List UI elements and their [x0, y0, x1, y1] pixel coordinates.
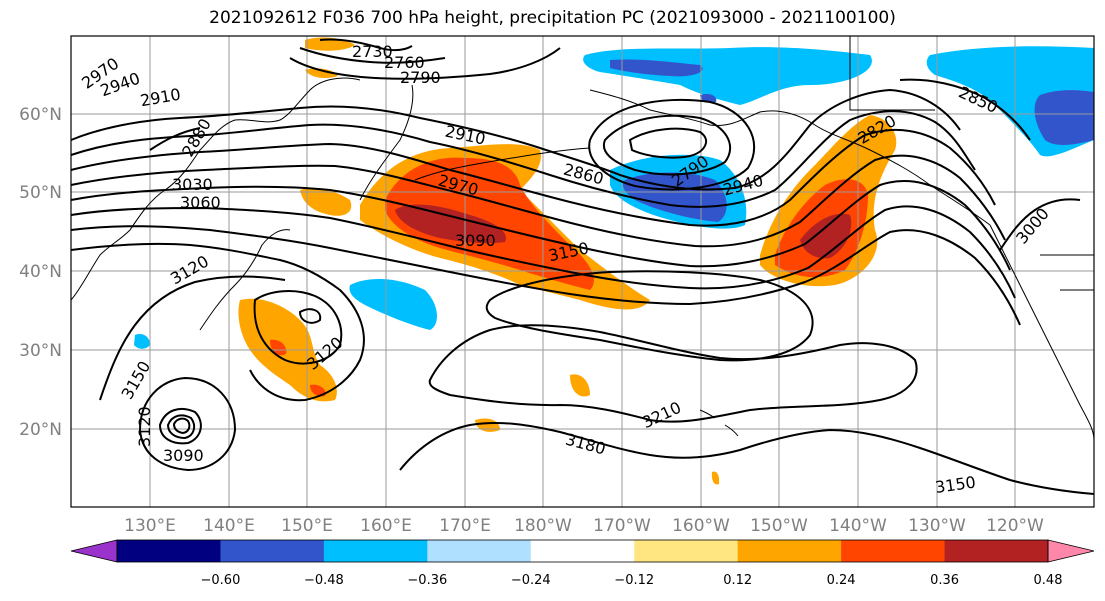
contour-3030-a — [70, 180, 1011, 271]
colorbar-tick-label: −0.60 — [201, 573, 241, 588]
lon-label: 120°W — [986, 516, 1044, 536]
contour-2850 — [899, 78, 1031, 141]
precip-positive-pacific-small — [300, 188, 352, 216]
lon-label: 180°W — [514, 516, 572, 536]
contour-ring1 — [628, 127, 708, 159]
colorbar-segment — [841, 540, 946, 562]
precip-positive-small1 — [570, 374, 590, 397]
contour-2790 — [289, 47, 561, 80]
borders-na — [849, 36, 1094, 291]
coast-japan — [199, 229, 291, 331]
lon-label: 150°E — [281, 516, 333, 536]
contour-label: 2730 — [352, 42, 393, 61]
colorbar-tick-label: −0.48 — [304, 573, 344, 588]
colorbar-tick-label: −0.12 — [614, 573, 654, 588]
contour-2880 — [149, 127, 201, 151]
latitude-labels: 60°N 50°N 40°N 30°N 20°N — [19, 105, 62, 440]
contour-2970-a — [70, 128, 996, 227]
precip-negative-canada-core — [1034, 90, 1094, 145]
contour-label: 3060 — [180, 193, 221, 212]
contour-high-ring — [298, 308, 322, 324]
lat-label: 40°N — [19, 262, 62, 282]
precip-negative-pacific — [349, 278, 437, 330]
colorbar-tick-label: 0.24 — [827, 573, 856, 588]
lat-label: 50°N — [19, 183, 62, 203]
colorbar-segment — [427, 540, 532, 562]
lon-label: 170°W — [593, 516, 651, 536]
contour-label: 2760 — [384, 53, 425, 72]
colorbar-segment — [530, 540, 635, 562]
colorbar-segment — [737, 540, 842, 562]
colorbar-segment — [944, 540, 1049, 562]
contour-3150-a — [99, 275, 286, 401]
lon-label: 160°W — [672, 516, 730, 536]
lon-label: 130°E — [124, 516, 176, 536]
map-frame — [70, 35, 1095, 508]
precip-negative-alaska-core — [610, 59, 703, 77]
colorbar-tick-label: 0.36 — [930, 573, 959, 588]
contour-3180 — [428, 324, 918, 423]
colorbar-segment — [220, 540, 325, 562]
colorbar-tick-label: 0.12 — [723, 573, 752, 588]
contour-label: 3090 — [455, 231, 496, 250]
height-contours — [70, 38, 1095, 495]
lat-label: 60°N — [19, 105, 62, 125]
colorbar: −0.60 −0.48 −0.36 −0.24 −0.12 0.12 0.24 0.36 0.4… — [70, 539, 1095, 588]
contour-3000-east — [999, 198, 1081, 251]
contour-low — [158, 407, 202, 445]
coast-kamchatka — [359, 84, 414, 201]
contour-3210 — [485, 270, 814, 362]
colorbar-segment — [117, 540, 221, 562]
contour-ring2 — [602, 114, 731, 176]
colorbar-tick-label: −0.24 — [511, 573, 551, 588]
lon-label: 140°W — [829, 516, 887, 536]
contour-label: 3030 — [172, 175, 213, 194]
precip-negative-japan — [134, 334, 150, 349]
lon-label: 160°E — [360, 516, 412, 536]
precip-positive-pacific-core — [395, 204, 506, 244]
precip-positive-westcoast-core — [800, 213, 852, 259]
contour-2730 — [319, 38, 413, 52]
contour-3090-b — [138, 376, 237, 472]
colorbar-arrow-right — [1047, 539, 1095, 563]
colorbar-tick-label: −0.36 — [407, 573, 447, 588]
lon-label: 170°E — [439, 516, 491, 536]
lon-label: 150°W — [750, 516, 808, 536]
precip-positive-small3 — [711, 471, 720, 485]
colorbar-segment — [634, 540, 739, 562]
contour-3090-a — [70, 225, 1021, 326]
precipitation-shading — [134, 37, 1094, 485]
contour-ring3 — [588, 98, 756, 191]
coast-asia — [70, 77, 361, 301]
contour-low3 — [172, 417, 191, 435]
contour-2910-a — [70, 88, 961, 191]
lon-label: 130°W — [908, 516, 966, 536]
colorbar-frame — [116, 539, 1049, 563]
longitude-labels: 130°E 140°E 150°E 160°E 170°E 180°W 170°… — [124, 516, 1044, 536]
contour-2760 — [299, 47, 446, 64]
contour-3000-a — [70, 154, 1006, 248]
precip-positive-subtropical-core — [270, 339, 287, 356]
lat-label: 30°N — [19, 341, 62, 361]
contour-3120-a — [70, 242, 365, 402]
contour-3060-a — [70, 205, 1016, 299]
lon-label: 140°E — [203, 516, 255, 536]
map-title: 2021092612 F036 700 hPa height, precipit… — [209, 8, 896, 28]
colorbar-arrow-left — [70, 539, 118, 563]
contour-label: 3090 — [163, 446, 204, 465]
precip-positive-north2 — [305, 68, 338, 78]
contour-2940-a — [70, 110, 976, 208]
contour-low2 — [166, 414, 196, 440]
coast-na-west — [989, 224, 1095, 441]
contour-label: 2790 — [400, 68, 441, 87]
precip-positive-subtropical-core2 — [310, 384, 326, 397]
contour-label: 3120 — [135, 406, 154, 447]
colorbar-tick-label: 0.48 — [1034, 573, 1063, 588]
contour-3150-c — [399, 421, 1095, 495]
colorbar-segment — [323, 540, 428, 562]
lat-label: 20°N — [19, 420, 62, 440]
contour-3120-b — [253, 290, 343, 365]
coastlines — [70, 36, 1095, 441]
